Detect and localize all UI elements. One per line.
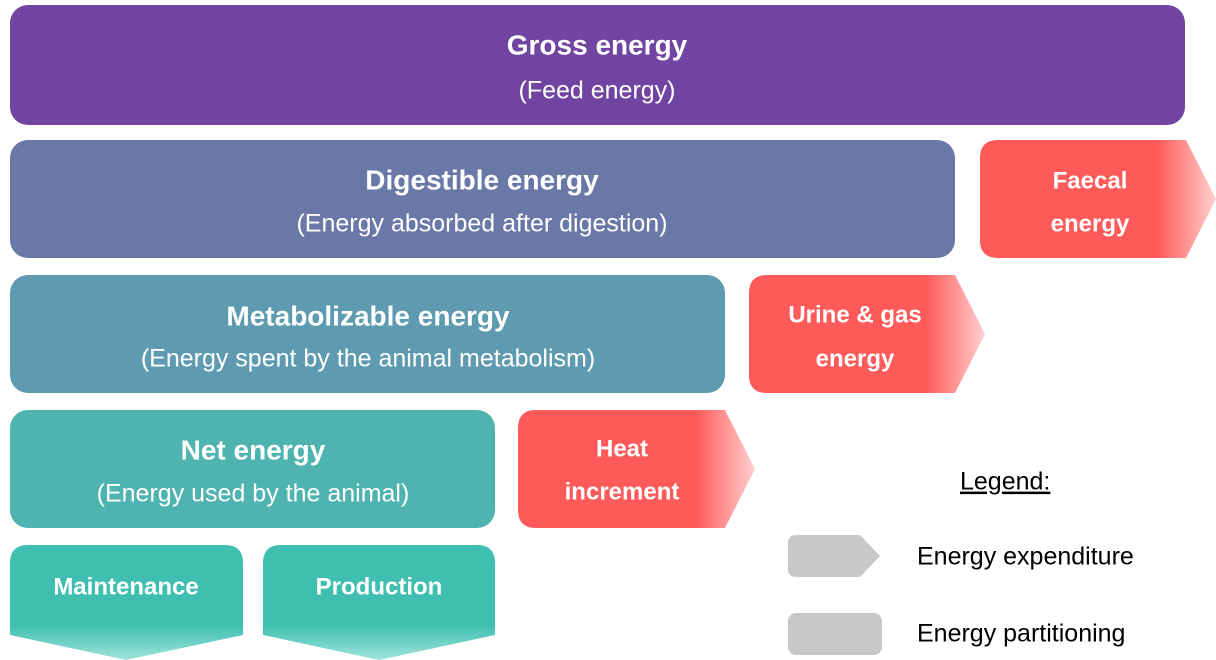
loss-label: Heat	[596, 435, 648, 462]
loss-label: increment	[565, 478, 680, 505]
level-subtitle: (Feed energy)	[518, 77, 675, 105]
level-title: Digestible energy	[365, 164, 599, 195]
level-title: Gross energy	[507, 29, 688, 60]
gross-energy-box	[10, 5, 1185, 125]
level-title: Net energy	[181, 434, 326, 465]
output-arrow	[263, 545, 495, 660]
loss-arrow	[980, 140, 1216, 258]
digestible-energy-box	[10, 140, 955, 258]
loss-label: Urine & gas	[788, 301, 921, 328]
loss-arrow	[518, 410, 755, 528]
metabolizable-energy-box	[10, 275, 725, 393]
legend-box-swatch	[788, 613, 882, 655]
level-title: Metabolizable energy	[226, 300, 510, 331]
loss-label: Faecal	[1053, 167, 1128, 194]
loss-label: energy	[816, 345, 895, 372]
legend-arrow-swatch	[788, 535, 880, 577]
loss-label: energy	[1051, 210, 1130, 237]
output-arrow	[10, 545, 243, 660]
level-subtitle: (Energy spent by the animal metabolism)	[141, 345, 595, 373]
output-label: Maintenance	[53, 573, 198, 600]
loss-arrow	[749, 275, 985, 393]
net-energy-box	[10, 410, 495, 528]
legend-item: Energy expenditure	[917, 543, 1134, 571]
output-label: Production	[316, 573, 443, 600]
level-subtitle: (Energy used by the animal)	[97, 480, 410, 508]
legend-item: Energy partitioning	[917, 620, 1125, 648]
legend-title: Legend:	[960, 468, 1050, 496]
level-subtitle: (Energy absorbed after digestion)	[296, 210, 667, 238]
